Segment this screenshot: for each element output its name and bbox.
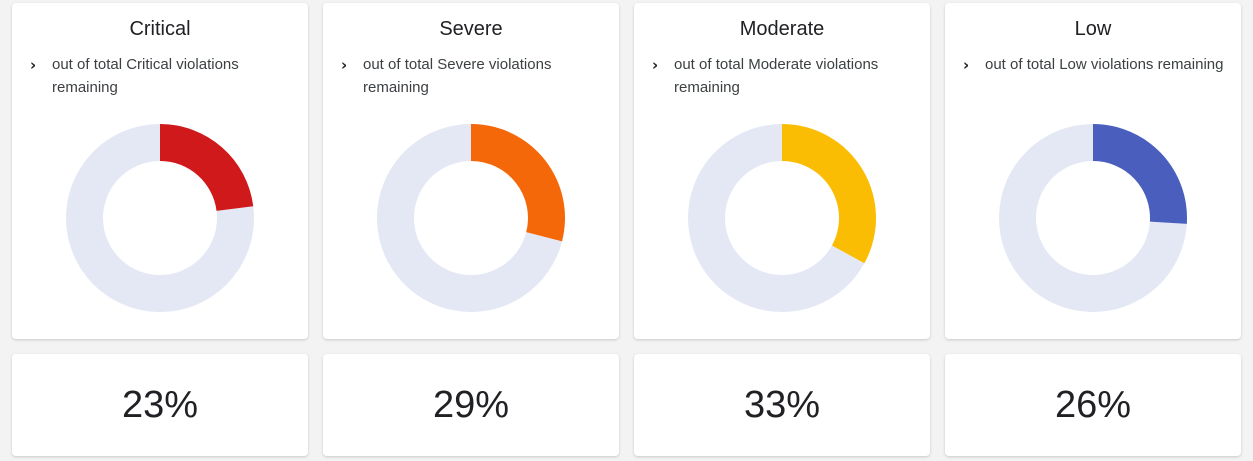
subtitle-text: out of total Moderate violations remaini… [674,56,879,96]
donut-chart [688,124,876,312]
subtitle-text: out of total Critical violations remaini… [52,56,239,96]
subtitle-text: out of total Low violations remaining [985,56,1224,73]
percent-value: 29% [432,383,510,426]
percent-card-moderate: 33% [634,354,930,456]
card-title: Severe [439,18,503,40]
donut-slice-value[interactable] [782,124,876,264]
percent-value: 23% [121,383,199,426]
donut-chart [999,124,1187,312]
percent-value: 33% [743,383,821,426]
chart-card-critical: Critical › out of total Critical violati… [12,3,308,339]
subtitle-toggle[interactable]: › out of total Moderate violations remai… [652,53,916,99]
donut-slice-remaining[interactable] [999,124,1187,312]
chart-card-low: Low › out of total Low violations remain… [945,3,1241,339]
percent-card-severe: 29% [323,354,619,456]
donut-slice-remaining[interactable] [377,124,563,312]
percent-card-critical: 23% [12,354,308,456]
subtitle-toggle[interactable]: › out of total Critical violations remai… [30,53,294,99]
chart-card-moderate: Moderate › out of total Moderate violati… [634,3,930,339]
chevron-right-icon[interactable]: › [341,56,348,74]
percent-value: 26% [1054,383,1132,426]
donut-slice-value[interactable] [471,124,565,242]
donut-chart [377,124,565,312]
chevron-right-icon[interactable]: › [652,56,659,74]
card-title: Moderate [739,18,825,40]
subtitle-toggle[interactable]: › out of total Low violations remaining [963,53,1227,77]
donut-slice-remaining[interactable] [688,124,865,312]
donut-slice-value[interactable] [160,124,254,211]
card-title: Critical [129,18,191,40]
chart-card-severe: Severe › out of total Severe violations … [323,3,619,339]
chevron-right-icon[interactable]: › [963,56,970,74]
donut-slice-value[interactable] [1093,124,1187,224]
donut-chart [66,124,255,312]
percent-card-low: 26% [945,354,1241,456]
card-title: Low [1074,18,1112,40]
subtitle-toggle[interactable]: › out of total Severe violations remaini… [341,53,605,99]
subtitle-text: out of total Severe violations remaining [363,56,552,96]
donut-slice-remaining[interactable] [66,124,255,312]
chevron-right-icon[interactable]: › [30,56,37,74]
